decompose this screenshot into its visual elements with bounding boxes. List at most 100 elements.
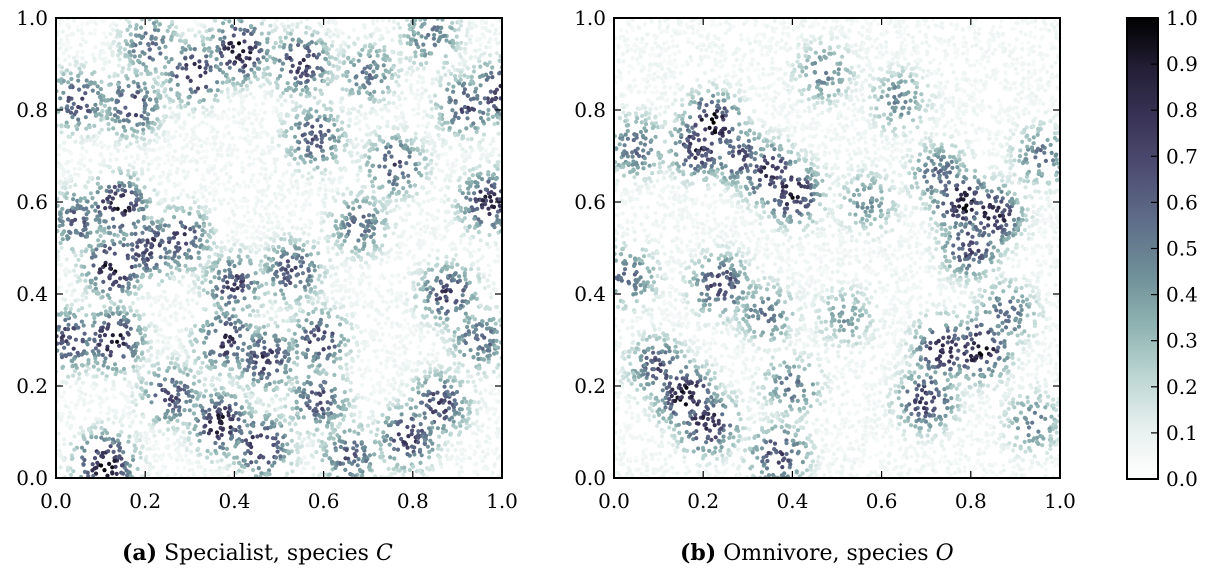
panel-a-point (483, 388, 488, 393)
panel-a-point (419, 208, 425, 213)
panel-a-point (69, 105, 75, 111)
panel-a-point (150, 363, 155, 368)
panel-a-point (68, 425, 73, 431)
panel-a-point (443, 289, 448, 294)
panel-a-point (81, 64, 86, 69)
panel-a-point (118, 299, 123, 304)
panel-a-point (65, 68, 70, 73)
panel-a-point (246, 133, 251, 139)
panel-a-point (241, 49, 246, 54)
panel-a-point (386, 288, 391, 293)
panel-a-point (375, 147, 380, 152)
panel-a-point (462, 81, 467, 86)
panel-a-point (371, 69, 376, 74)
panel-a-point (156, 373, 161, 378)
panel-a-point (314, 55, 319, 60)
panel-a-point (452, 398, 457, 403)
panel-a-point (405, 452, 410, 457)
panel-a-point (477, 109, 482, 114)
panel-a-point (71, 197, 76, 202)
panel-a-point (84, 149, 89, 154)
panel-a-point (385, 119, 390, 124)
panel-a-point (124, 118, 130, 123)
panel-a-point (98, 140, 103, 145)
panel-a-point (473, 55, 478, 60)
panel-a-point (215, 376, 220, 381)
panel-a-point (191, 381, 196, 386)
panel-a-point (62, 399, 68, 404)
panel-a-point (333, 56, 338, 61)
panel-a-point (133, 413, 139, 419)
panel-a-point (439, 370, 444, 375)
panel-a-point (175, 260, 180, 265)
panel-a-point (245, 254, 250, 259)
panel-a-point (158, 294, 163, 299)
panel-a-point (285, 319, 290, 324)
panel-a-point (247, 141, 252, 146)
panel-a-point (172, 250, 177, 255)
panel-a-point (259, 31, 264, 36)
panel-a-point (140, 444, 145, 449)
panel-a-point (480, 323, 485, 328)
panel-a-point (454, 158, 459, 163)
panel-a-point (222, 35, 227, 40)
panel-a-point (198, 365, 203, 370)
panel-a-point (162, 104, 167, 109)
panel-a-point (321, 103, 327, 108)
panel-a-point (145, 266, 150, 271)
panel-a-point (330, 296, 336, 301)
panel-a-point (114, 471, 119, 476)
panel-a-point (492, 451, 497, 456)
panel-a-point (201, 216, 206, 222)
panel-a-point (276, 206, 281, 211)
panel-a-point (168, 115, 173, 120)
panel-a-point (127, 405, 132, 410)
panel-a-point (127, 380, 132, 385)
panel-a-point (294, 226, 300, 231)
panel-a-point (420, 148, 425, 153)
panel-a-point (153, 299, 158, 304)
panel-a-point (318, 130, 323, 135)
panel-a-point (448, 166, 453, 171)
panel-a-point (301, 415, 306, 420)
panel-a-point (446, 209, 451, 214)
panel-a-point (165, 175, 170, 180)
panel-a-point (345, 221, 350, 227)
panel-a-point (65, 327, 71, 332)
panel-a-point (453, 67, 458, 72)
panel-a-point (442, 410, 447, 415)
panel-a-point (208, 68, 213, 73)
panel-a-point (363, 369, 368, 374)
panel-a-point (177, 405, 182, 410)
panel-a-point (151, 21, 156, 26)
panel-a-point (312, 167, 317, 172)
panel-a-point (208, 428, 213, 433)
panel-a-point (261, 313, 266, 318)
panel-a-point (434, 278, 439, 283)
panel-a-point (279, 288, 284, 293)
panel-a-point (282, 396, 288, 401)
panel-a-point (145, 291, 151, 296)
panel-a-point (441, 426, 446, 431)
panel-a-point (103, 356, 108, 361)
panel-a-point (456, 432, 462, 437)
panel-a-point (338, 301, 343, 306)
panel-a-point (145, 471, 150, 476)
panel-a-point (111, 271, 116, 276)
panel-a-point (266, 460, 271, 465)
panel-a-point (227, 317, 232, 322)
panel-a-point (278, 35, 283, 41)
panel-a-point (232, 143, 237, 148)
panel-a-point (408, 37, 414, 42)
panel-a-point (478, 303, 483, 308)
panel-a-point (430, 77, 435, 82)
panel-a-point (197, 65, 202, 70)
panel-a-point (118, 137, 123, 142)
panel-a-point (175, 418, 180, 423)
panel-a-point (317, 419, 323, 424)
panel-a-point (306, 374, 311, 379)
panel-a-point (295, 343, 300, 348)
panel-a-point (210, 322, 215, 327)
panel-a-point (378, 37, 383, 42)
panel-a-point (399, 90, 405, 95)
